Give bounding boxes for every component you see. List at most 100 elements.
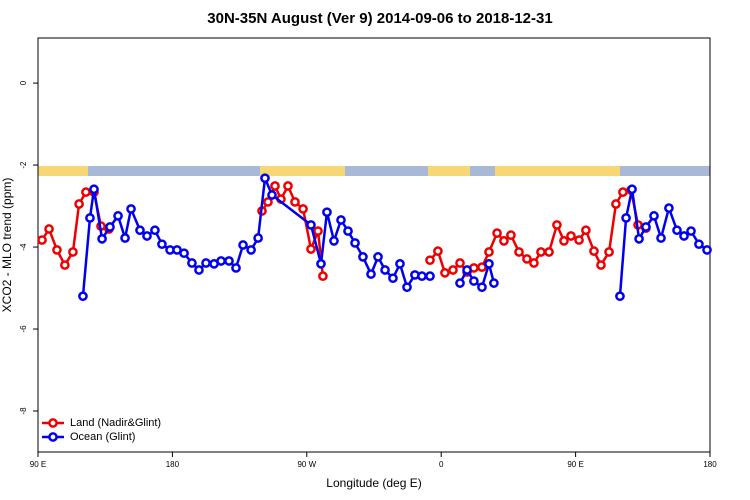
data-point <box>489 278 499 288</box>
data-point <box>343 226 353 236</box>
data-point <box>44 224 54 234</box>
data-point <box>506 230 516 241</box>
data-point <box>336 215 346 225</box>
data-point <box>529 258 539 268</box>
data-point <box>238 240 248 250</box>
data-point <box>566 231 576 241</box>
data-point <box>440 268 450 278</box>
data-point <box>120 233 130 243</box>
data-point <box>298 204 308 214</box>
data-point <box>366 269 376 279</box>
data-point <box>89 184 99 195</box>
data-point <box>373 252 383 262</box>
x-tick-label: 180 <box>703 460 717 469</box>
y-axis-label: XCO2 - MLO trend (ppm) <box>0 178 14 313</box>
data-point <box>686 226 696 236</box>
data-point <box>179 248 189 259</box>
x-tick-label: 0 <box>439 460 444 469</box>
data-point <box>425 255 435 266</box>
data-point <box>283 181 293 191</box>
data-point <box>306 244 316 254</box>
data-point <box>492 228 502 238</box>
data-point <box>611 199 621 209</box>
legend-marker <box>48 432 58 442</box>
y-tick-label: 0 <box>19 80 28 85</box>
data-point <box>157 239 167 250</box>
data-point <box>246 245 256 255</box>
y-tick-label: -8 <box>19 407 28 415</box>
legend: Land (Nadir&Glint) Ocean (Glint) <box>42 417 161 443</box>
land-mask-strip <box>38 166 710 176</box>
data-point <box>85 213 95 223</box>
data-point <box>604 247 614 257</box>
x-tick-label: 90 E <box>30 460 46 469</box>
data-point <box>627 184 637 195</box>
data-point <box>350 238 360 248</box>
data-point <box>634 234 644 244</box>
y-tick-label: -4 <box>19 243 28 251</box>
legend-label: Ocean (Glint) <box>70 431 135 443</box>
data-point <box>552 220 562 230</box>
data-point <box>656 233 666 243</box>
data-point <box>358 252 368 262</box>
data-point <box>702 245 712 255</box>
data-point <box>455 278 465 288</box>
legend-label: Land (Nadir&Glint) <box>70 417 161 429</box>
data-point <box>499 236 509 246</box>
plot-frame <box>37 37 711 453</box>
ocean-band <box>470 166 495 176</box>
land-band <box>38 166 88 176</box>
data-point <box>135 225 145 236</box>
x-tick-label: 90 E <box>567 460 583 469</box>
data-point <box>484 259 494 269</box>
data-point <box>544 247 554 257</box>
data-point <box>581 225 591 236</box>
land-band <box>495 166 620 176</box>
data-point <box>253 233 263 243</box>
data-point <box>425 271 435 282</box>
data-point <box>621 213 631 223</box>
data-point <box>318 271 328 282</box>
data-point <box>126 204 136 214</box>
data-point <box>81 187 91 197</box>
data-point <box>142 231 152 241</box>
data-point <box>522 254 532 264</box>
y-tick-label: -6 <box>19 325 28 333</box>
data-point <box>224 256 234 266</box>
data-point <box>649 211 659 221</box>
data-point <box>469 276 479 286</box>
data-point <box>664 203 674 213</box>
data-point <box>150 225 160 236</box>
data-point <box>641 222 651 232</box>
data-point <box>68 247 78 257</box>
data-point <box>402 282 412 293</box>
data-point <box>78 291 88 302</box>
x-tick-label: 90 W <box>297 460 316 469</box>
land-band <box>260 166 345 176</box>
data-point <box>679 231 689 241</box>
data-point <box>313 226 323 236</box>
data-point <box>536 247 546 257</box>
data-point <box>559 236 569 246</box>
data-point <box>216 256 226 266</box>
x-axis-label: Longitude (deg E) <box>326 476 421 490</box>
data-point <box>596 260 606 270</box>
data-point <box>329 236 339 246</box>
data-point <box>290 197 300 207</box>
data-point <box>388 273 398 284</box>
data-point <box>97 234 107 244</box>
data-point <box>231 263 241 273</box>
data-point <box>589 246 599 256</box>
data-point <box>380 265 390 275</box>
x-tick-label: 180 <box>166 460 180 469</box>
data-point <box>187 258 197 268</box>
data-point <box>433 246 443 256</box>
chart-title: 30N-35N August (Ver 9) 2014-09-06 to 201… <box>207 10 552 27</box>
data-point <box>694 239 704 250</box>
data-point <box>60 260 70 270</box>
data-point <box>52 245 62 255</box>
data-point <box>37 235 47 245</box>
data-point <box>615 291 625 302</box>
